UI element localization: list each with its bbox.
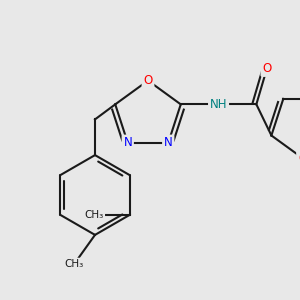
Text: N: N bbox=[123, 136, 132, 149]
Text: CH₃: CH₃ bbox=[84, 210, 104, 220]
Text: O: O bbox=[298, 152, 300, 165]
Text: O: O bbox=[262, 62, 272, 75]
Text: O: O bbox=[143, 74, 153, 87]
Text: N: N bbox=[164, 136, 172, 149]
Text: CH₃: CH₃ bbox=[64, 259, 84, 269]
Text: NH: NH bbox=[210, 98, 227, 111]
